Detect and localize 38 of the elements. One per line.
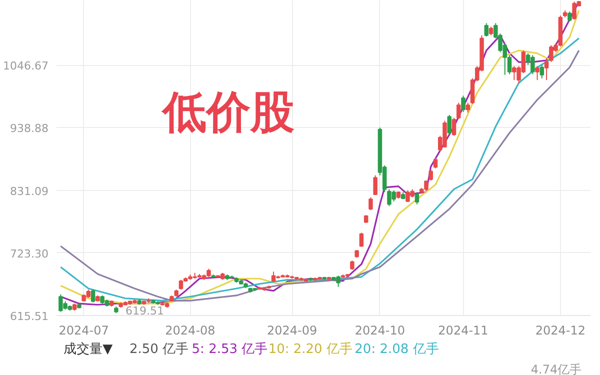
text: 低价股 [160, 87, 294, 138]
annotation: 619.51 [125, 304, 164, 318]
text: 2.50 亿手 [129, 342, 189, 357]
candlestick [368, 196, 373, 211]
y-tick-label: 831.09 [10, 184, 49, 198]
text: 成交量▼ [64, 341, 113, 357]
x-tick-label: 2024-07 [58, 324, 109, 338]
candlestick [452, 117, 456, 136]
candlestick [433, 156, 438, 169]
candlestick [535, 66, 540, 81]
x-tick-label: 2024-10 [354, 324, 406, 338]
candlestick [461, 95, 466, 112]
x-tick-label: 2024-11 [438, 324, 488, 338]
text: 20: 2.08 亿手 [354, 342, 439, 357]
x-tick-label: 2024-09 [266, 324, 318, 338]
x-tick-label: 2024-12 [535, 324, 586, 338]
y-tick-label: 723.30 [10, 247, 49, 260]
candlestick [466, 102, 470, 114]
candlestick [544, 57, 549, 81]
candlestick [373, 174, 378, 196]
y-tick-label: 615.51 [10, 310, 49, 323]
candlestick [350, 260, 354, 270]
candlestick [456, 102, 461, 120]
text: 4.74亿手 [530, 362, 582, 375]
y-tick-label: 938.88 [10, 122, 49, 136]
text: 10: 2.20 亿手 [268, 342, 352, 357]
y-tick-label: 1046.67 [3, 60, 49, 73]
candlestick [359, 232, 364, 248]
candlestick [428, 168, 433, 182]
candlestick [540, 64, 544, 79]
candlestick [178, 279, 184, 290]
candlestick [568, 11, 572, 22]
candlestick [447, 114, 452, 136]
text: 5: 2.53 亿手 [192, 342, 268, 357]
candlestick [484, 22, 489, 37]
candlestick [414, 192, 420, 205]
candlestick [90, 289, 96, 303]
x-tick-label: 2024-08 [165, 324, 216, 338]
